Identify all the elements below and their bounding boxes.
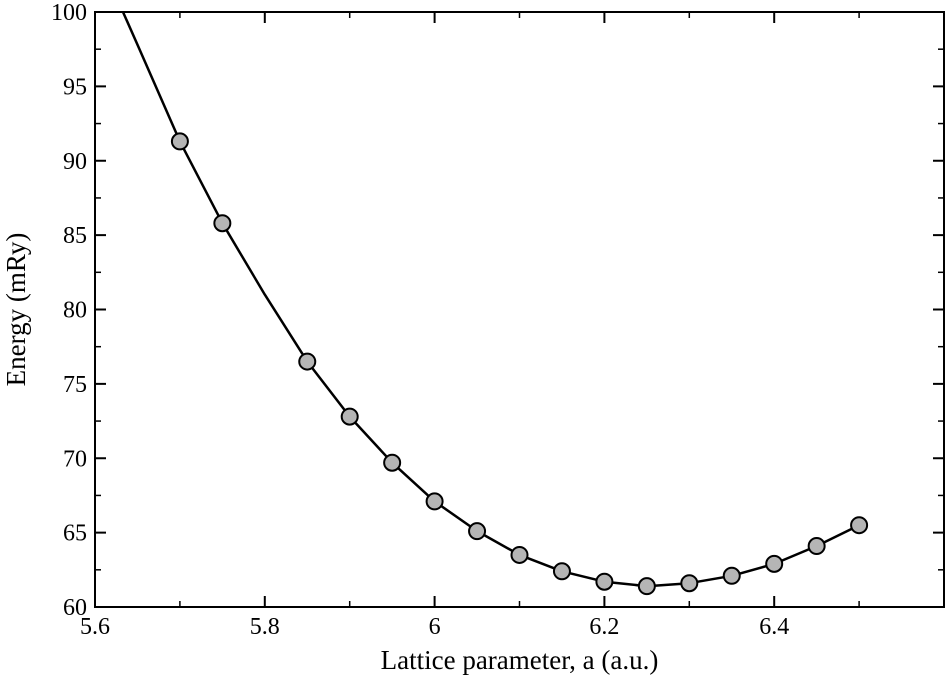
y-tick-label: 80 — [63, 298, 87, 324]
data-point — [468, 522, 487, 541]
y-tick-label: 75 — [63, 372, 87, 398]
x-tick-label: 6.2 — [589, 614, 619, 640]
axis-ticks — [94, 11, 944, 608]
x-tick-label: 6.4 — [759, 614, 789, 640]
y-tick-label: 100 — [51, 0, 87, 26]
data-point — [510, 545, 529, 564]
data-point — [340, 407, 359, 426]
y-axis-title: Energy (mRy) — [1, 233, 31, 387]
data-point — [637, 577, 656, 596]
data-point — [213, 214, 232, 233]
x-tick-label: 6 — [429, 614, 441, 640]
plot-frame — [94, 11, 945, 608]
y-tick-label: 60 — [63, 595, 87, 621]
energy-fit-line — [121, 11, 860, 588]
data-point — [170, 132, 189, 151]
x-tick-label: 5.6 — [80, 614, 110, 640]
tick-labels: 5.6 5.8 6 6.2 6.4 60 65 70 75 80 85 90 95 100 — [51, 0, 789, 640]
data-point — [383, 453, 402, 472]
data-point — [850, 516, 869, 535]
data-point — [425, 492, 444, 511]
data-point — [595, 572, 614, 591]
data-point — [298, 352, 317, 371]
data-point — [807, 537, 826, 556]
data-point — [765, 554, 784, 573]
x-axis-title: Lattice parameter, a (a.u.) — [381, 645, 659, 675]
y-tick-label: 65 — [63, 521, 87, 547]
x-tick-label: 5.8 — [250, 614, 280, 640]
data-markers — [170, 132, 869, 596]
y-tick-label: 85 — [63, 223, 87, 249]
y-tick-label: 90 — [63, 149, 87, 175]
y-tick-label: 95 — [63, 74, 87, 100]
y-tick-label: 70 — [63, 446, 87, 472]
data-point — [680, 574, 699, 593]
data-point — [552, 562, 571, 581]
data-point — [722, 566, 741, 585]
